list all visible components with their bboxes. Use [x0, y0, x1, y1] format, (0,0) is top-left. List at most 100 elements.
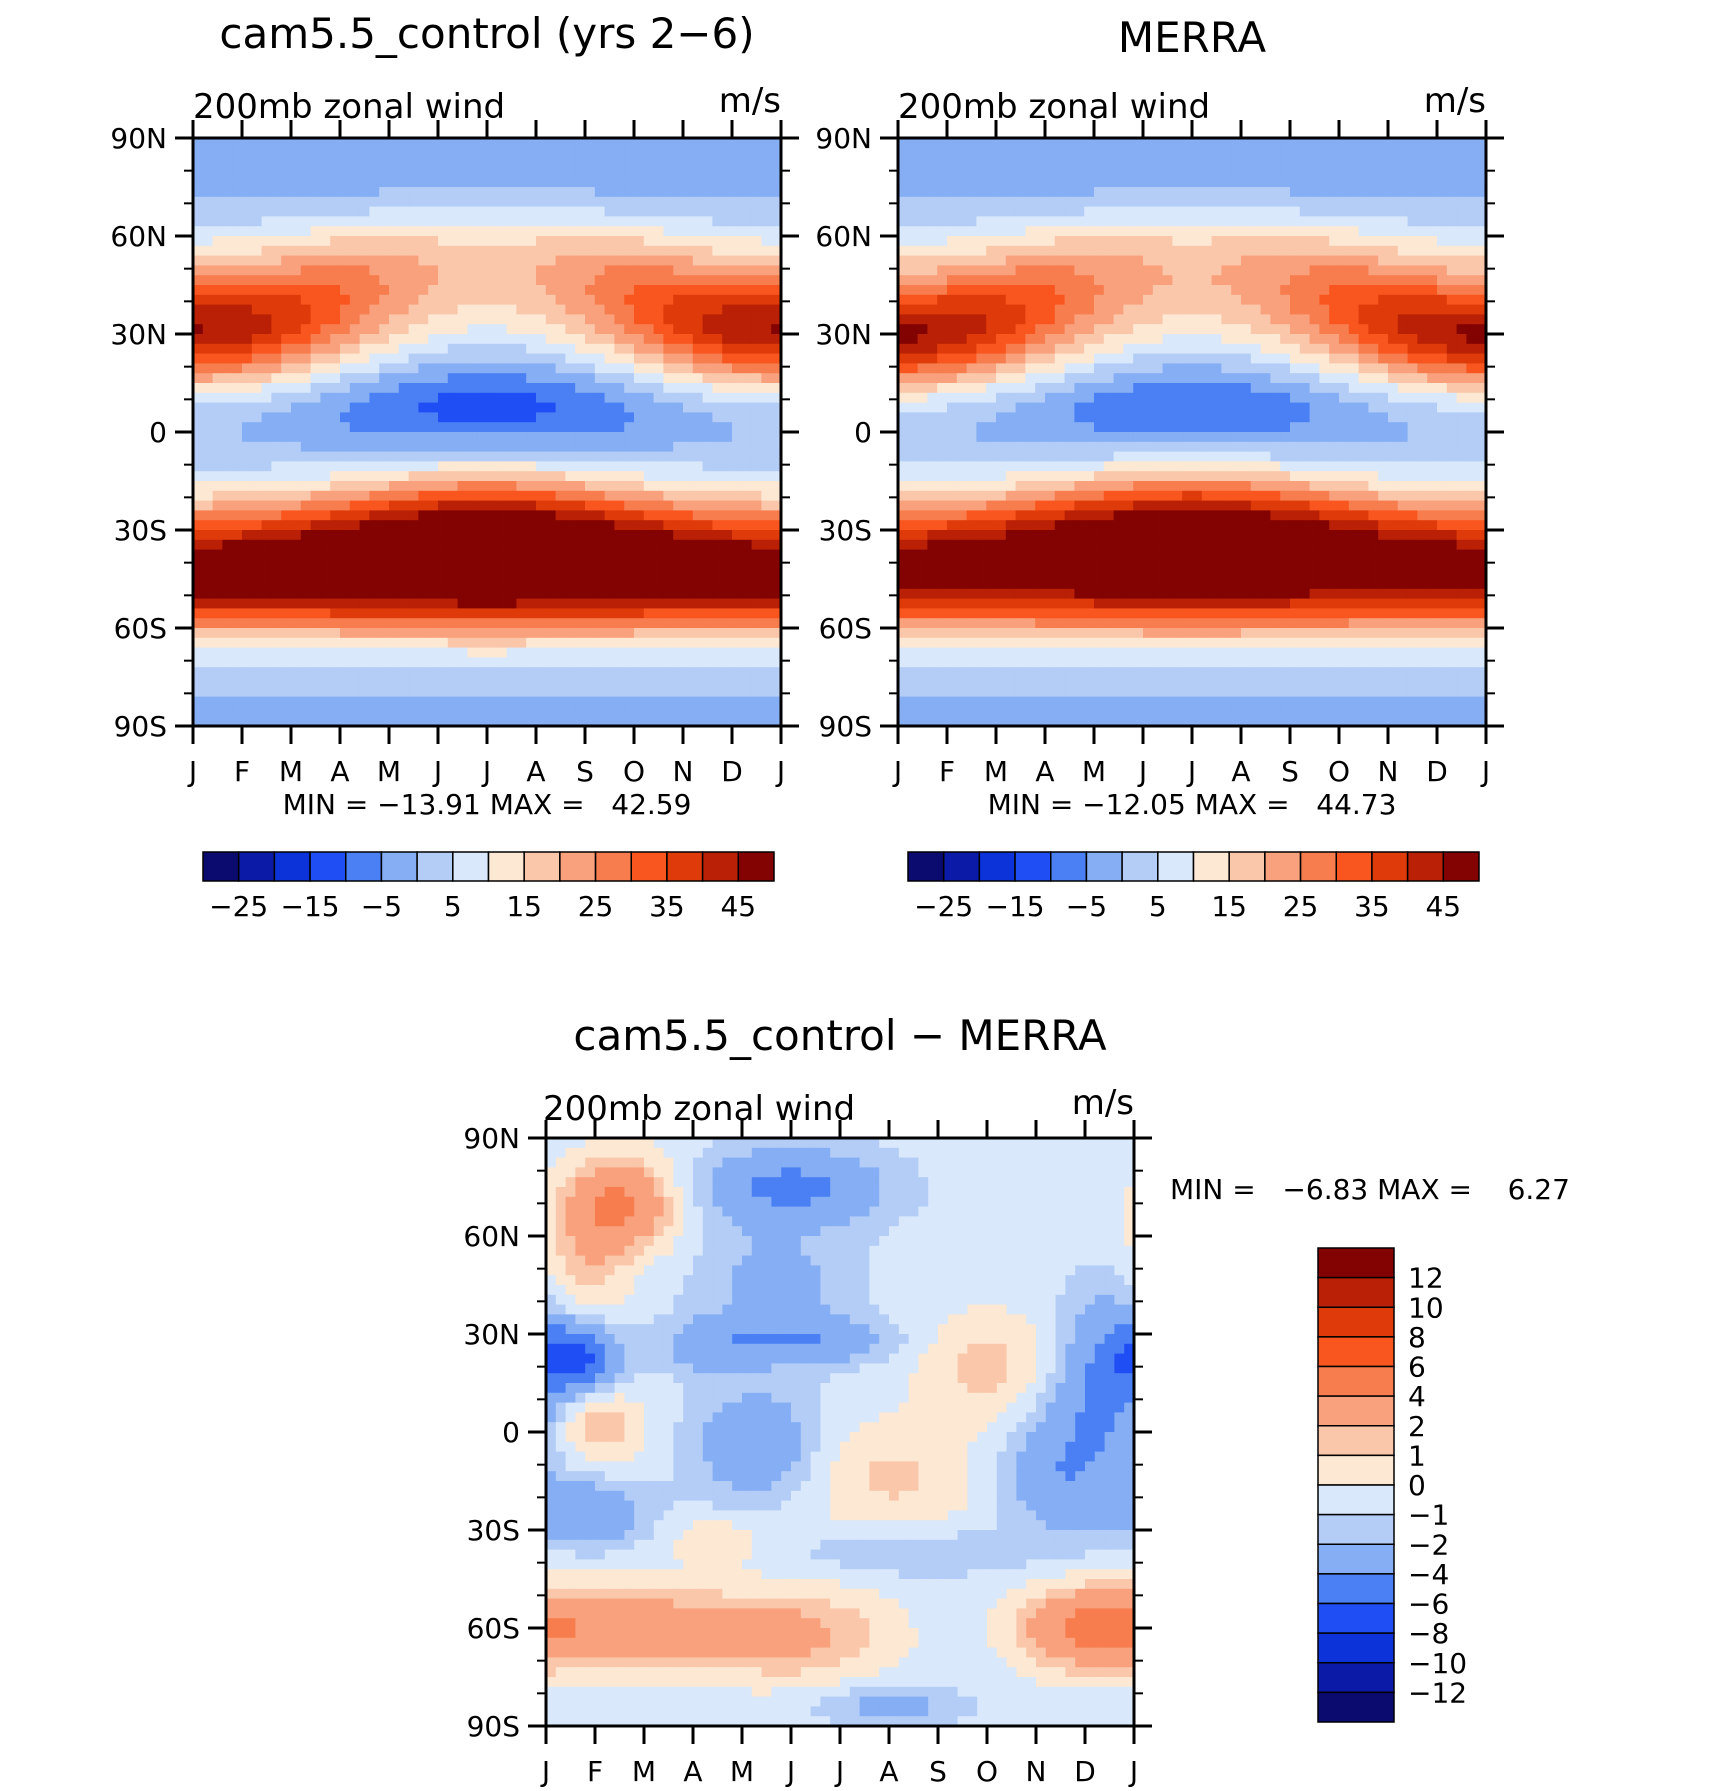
heatmap-cell	[653, 539, 664, 551]
heatmap-cell	[193, 206, 204, 217]
heatmap-cell	[761, 677, 772, 688]
heatmap-cell	[976, 677, 987, 688]
heatmap-cell	[496, 706, 508, 717]
heatmap-cell	[634, 559, 645, 570]
heatmap-cell	[369, 187, 380, 198]
heatmap-cell	[379, 451, 390, 462]
heatmap-cell	[565, 490, 576, 502]
heatmap-cell	[222, 285, 233, 296]
heatmap-cell	[212, 618, 223, 629]
heatmap-cell	[242, 647, 253, 658]
heatmap-cell	[917, 647, 928, 658]
heatmap-cell	[976, 314, 987, 325]
heatmap-cell	[516, 265, 527, 276]
heatmap-cell	[242, 520, 253, 531]
heatmap-cell	[1005, 167, 1017, 178]
heatmap-cell	[379, 549, 390, 560]
heatmap-cell	[369, 363, 380, 374]
heatmap-cell	[986, 686, 997, 698]
heatmap-cell	[712, 559, 723, 570]
heatmap-cell	[1064, 696, 1075, 707]
panel-subtitle-right: m/s	[1424, 81, 1486, 121]
heatmap-cell	[683, 255, 694, 266]
heatmap-cell	[565, 343, 576, 355]
heatmap-cell	[741, 530, 753, 541]
heatmap-cell	[683, 167, 694, 178]
heatmap-cell	[389, 412, 400, 423]
heatmap-cell	[1045, 598, 1056, 609]
heatmap-cell	[193, 637, 204, 649]
heatmap-cell	[683, 451, 694, 462]
heatmap-cell	[545, 432, 557, 443]
heatmap-cell	[1064, 402, 1075, 413]
heatmap-cell	[271, 167, 282, 178]
heatmap-cell	[261, 236, 272, 247]
heatmap-cell	[526, 147, 537, 159]
heatmap-cell	[428, 216, 439, 227]
heatmap-cell	[438, 373, 449, 384]
heatmap-cell	[222, 167, 233, 178]
heatmap-cell	[438, 343, 449, 355]
heatmap-cell	[663, 275, 674, 286]
heatmap-cell	[212, 206, 223, 217]
heatmap-cell	[1084, 716, 1095, 726]
heatmap-cell	[506, 304, 517, 315]
heatmap-cell	[536, 539, 547, 551]
heatmap-cell	[428, 598, 439, 609]
heatmap-cell	[1084, 255, 1095, 266]
heatmap-cell	[310, 304, 321, 315]
heatmap-cell	[359, 216, 370, 227]
heatmap-cell	[1035, 628, 1046, 639]
heatmap-cell	[340, 500, 351, 511]
heatmap-cell	[947, 441, 958, 453]
heatmap-cell	[1064, 441, 1075, 453]
heatmap-cell	[771, 549, 781, 560]
heatmap-cell	[712, 138, 723, 149]
heatmap-cell	[242, 157, 253, 168]
heatmap-cell	[937, 559, 948, 570]
heatmap-cell	[1045, 569, 1056, 580]
heatmap-cell	[349, 667, 361, 678]
heatmap-cell	[907, 167, 919, 178]
heatmap-cell	[477, 392, 488, 404]
heatmap-cell	[300, 579, 312, 590]
heatmap-cell	[575, 686, 586, 698]
heatmap-cell	[251, 657, 263, 668]
heatmap-cell	[359, 383, 370, 394]
heatmap-cell	[594, 216, 606, 227]
heatmap-cell	[624, 265, 635, 276]
heatmap-cell	[359, 412, 370, 423]
heatmap-cell	[496, 255, 508, 266]
heatmap-cell	[996, 392, 1007, 404]
heatmap-cell	[536, 392, 547, 404]
heatmap-cell	[555, 706, 566, 717]
heatmap-cell	[722, 138, 733, 149]
heatmap-cell	[683, 177, 694, 188]
heatmap-cell	[947, 569, 958, 580]
heatmap-cell	[496, 206, 508, 217]
heatmap-cell	[261, 285, 272, 296]
heatmap-cell	[565, 402, 576, 413]
heatmap-cell	[653, 559, 664, 570]
heatmap-cell	[320, 579, 331, 590]
heatmap-cell	[1005, 343, 1017, 355]
heatmap-cell	[575, 373, 586, 384]
heatmap-cell	[594, 157, 606, 168]
heatmap-cell	[467, 530, 478, 541]
heatmap-cell	[349, 549, 361, 560]
heatmap-cell	[1015, 265, 1026, 276]
heatmap-cell	[575, 461, 586, 472]
heatmap-cell	[496, 236, 508, 247]
heatmap-cell	[389, 343, 400, 355]
heatmap-cell	[193, 147, 204, 159]
heatmap-cell	[418, 265, 429, 276]
heatmap-cell	[722, 167, 733, 178]
heatmap-cell	[536, 657, 547, 668]
heatmap-cell	[1074, 245, 1085, 257]
heatmap-cell	[232, 696, 243, 707]
heatmap-cell	[1035, 569, 1046, 580]
heatmap-cell	[271, 422, 282, 433]
heatmap-cell	[457, 324, 468, 335]
heatmap-cell	[898, 216, 909, 227]
heatmap-cell	[477, 520, 488, 531]
